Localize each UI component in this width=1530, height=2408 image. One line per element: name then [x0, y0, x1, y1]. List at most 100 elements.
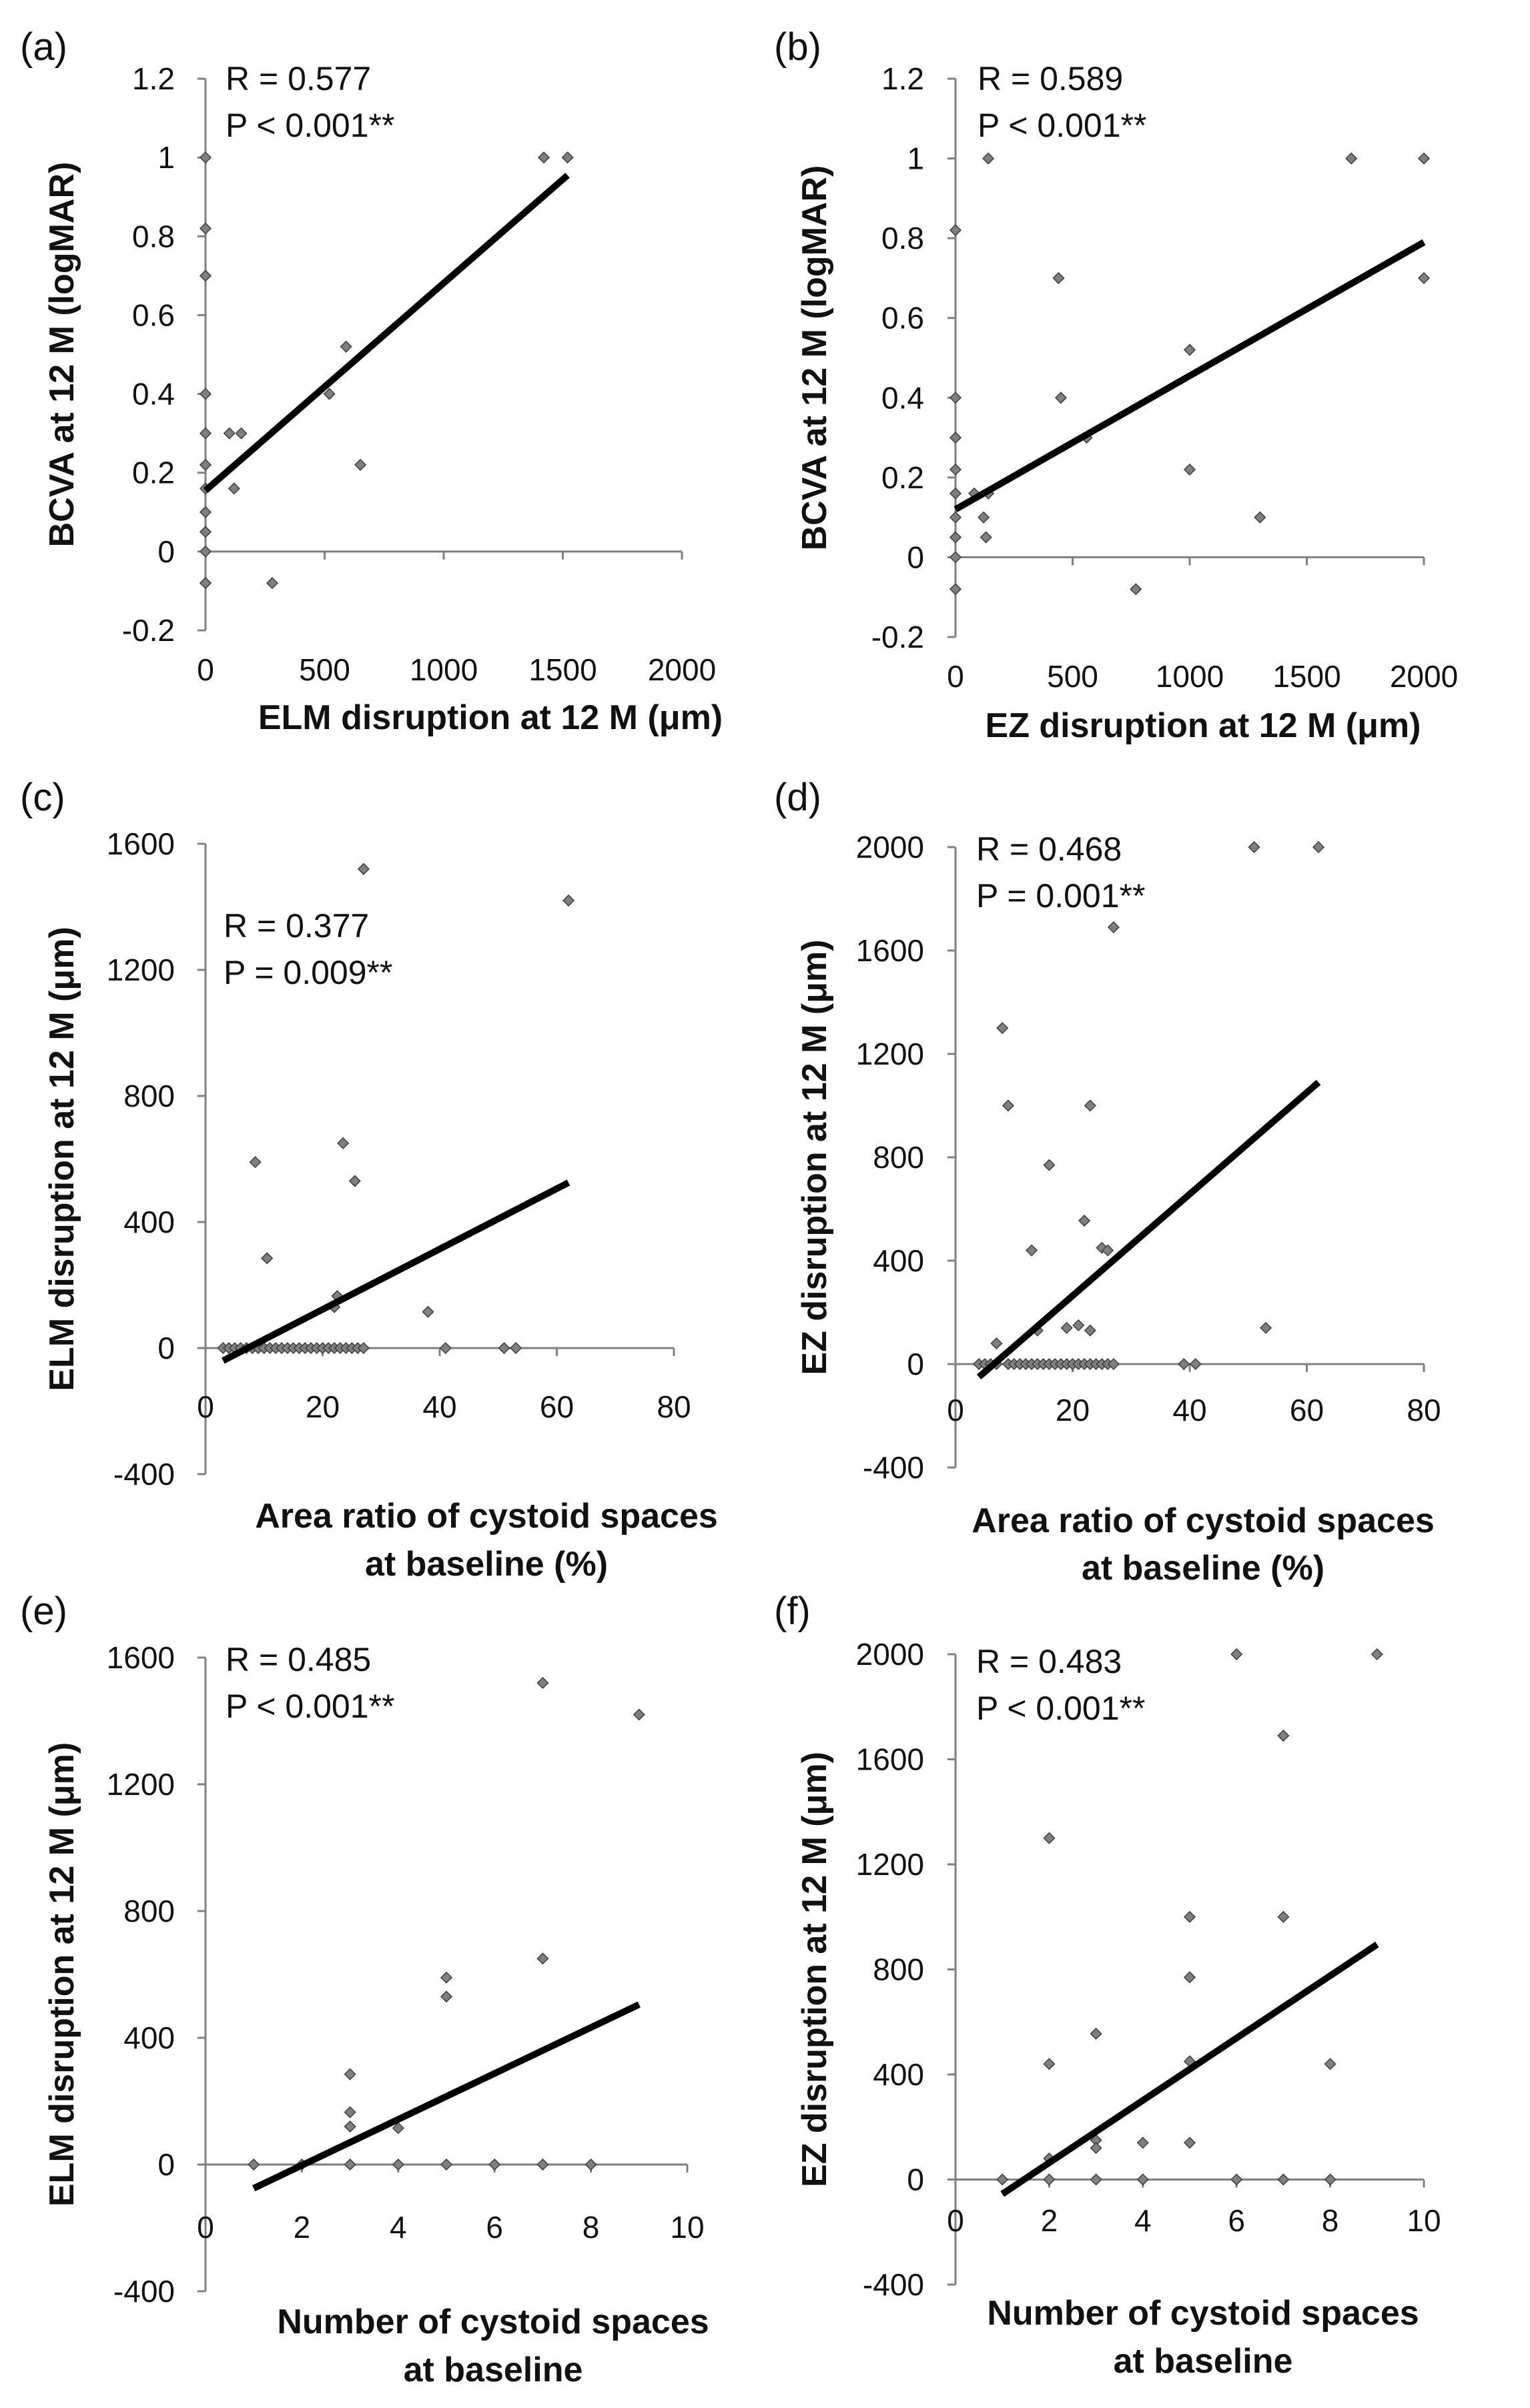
panel-f-x-tick-label: 6 [1228, 2203, 1245, 2238]
panel-d-data-point [1178, 1357, 1190, 1371]
panel-d-stat-p: P = 0.001** [976, 877, 1145, 915]
panel-f-data-point [1043, 2173, 1056, 2186]
panel-d-y-tick-label: 1200 [856, 1037, 924, 1071]
panel-a-x-tick-label: 1500 [528, 652, 597, 687]
panel-a-y-tick-label: 0.6 [132, 297, 175, 332]
panel-e-x-tick-label: 8 [583, 2210, 600, 2245]
panel-b-data-point [982, 152, 995, 165]
panel-b-data-point [949, 487, 962, 500]
panel-d-y-tick-label: 2000 [856, 830, 924, 864]
panel-f-y-tick-label: 1200 [856, 1847, 924, 1882]
panel-d-data-point [1060, 1321, 1073, 1334]
panel-a-data-point [199, 506, 212, 518]
panel-c-data-point [439, 1341, 452, 1355]
panel-a-x-axis-title: ELM disruption at 12 M (μm) [258, 698, 723, 737]
panel-a-x-tick-label: 2000 [648, 652, 716, 687]
panel-c-data-point [357, 1341, 370, 1355]
panel-f-x-tick-label: 8 [1322, 2203, 1339, 2238]
panel-d-data-point [1096, 1241, 1108, 1254]
panel-a-y-tick-label: 0.2 [132, 456, 175, 490]
panel-d-data-point [1260, 1321, 1272, 1334]
panel-b-data-point [949, 392, 962, 404]
panel-c-y-tick-label: 400 [123, 1205, 175, 1239]
panel-c-y-tick-label: 1200 [107, 953, 175, 987]
panel-c-letter: (c) [20, 776, 65, 819]
panel-d-data-point [1312, 840, 1325, 854]
panel-e-data-point [344, 2158, 356, 2171]
panel-a-stat-p: P < 0.001** [226, 107, 394, 144]
panel-b-letter: (b) [774, 25, 821, 69]
panel-a-data-point [223, 427, 236, 440]
panel-d-x-tick-label: 60 [1290, 1393, 1324, 1427]
panel-b-data-point [949, 583, 962, 596]
panel-d-data-point [1084, 1099, 1096, 1112]
panel-b-data-point [1345, 152, 1358, 165]
panel-a-x-tick-label: 0 [197, 652, 214, 687]
panel-f-data-point [1043, 2058, 1056, 2070]
panel-f-x-tick-label: 10 [1407, 2203, 1441, 2238]
panel-c-x-tick-label: 0 [197, 1389, 214, 1424]
panel-c-data-point [498, 1341, 510, 1355]
panel-f-data-point [1183, 2137, 1196, 2149]
panel-f-x-tick-label: 2 [1041, 2203, 1058, 2238]
panel-a-data-point [199, 151, 212, 164]
panel-c-x-axis-title-line1: Area ratio of cystoid spaces [255, 1497, 718, 1536]
panel-c-data-point [348, 1175, 361, 1187]
panel-f-data-point [1183, 1910, 1196, 1923]
panel-b-data-point [1183, 344, 1196, 356]
panel-f-x-tick-label: 0 [947, 2203, 964, 2238]
panel-b-x-tick-label: 1500 [1272, 659, 1341, 694]
panel-b-y-tick-label: 0.6 [881, 301, 924, 336]
panel-d-x-tick-label: 20 [1056, 1393, 1090, 1427]
panel-a-y-tick-label: 0.8 [132, 219, 175, 253]
panel-c: (c) 0 20 40 60 80 -400 0 400 800 1200 1600 ELM disru… [20, 776, 718, 1584]
panel-e-data-point [633, 1708, 645, 1721]
panel-b-data-point [1417, 271, 1431, 284]
panel-e-x-tick-label: 4 [390, 2210, 407, 2245]
panel-e-data-point [488, 2158, 501, 2171]
panel-e-trend-line [252, 2001, 641, 2192]
panel-f-data-point [1230, 2173, 1243, 2186]
panel-d-data-point [1043, 1159, 1056, 1171]
panel-b-y-axis-title: BCVA at 12 M (logMAR) [795, 165, 834, 551]
panel-c-stat-p: P = 0.009** [224, 954, 392, 991]
panel-b-stat-r: R = 0.589 [978, 60, 1123, 97]
panel-b-data-point [978, 511, 990, 524]
panel-a-y-tick-label: -0.2 [122, 613, 175, 648]
panel-b-data-point [949, 224, 962, 237]
panel-e-data-point [585, 2158, 597, 2171]
panel-c-x-tick-label: 20 [306, 1389, 340, 1424]
panel-d-x-tick-label: 0 [947, 1393, 964, 1427]
panel-c-x-tick-label: 40 [422, 1389, 456, 1424]
panel-e-letter: (e) [20, 1590, 67, 1633]
panel-b-data-point [949, 531, 962, 544]
panel-d: (d) 0 20 40 60 80 -400 0 400 800 1200 1600 2000 EZ di… [774, 776, 1441, 1588]
panel-c-y-tick-label: -400 [113, 1457, 175, 1491]
panel-e-y-axis-title: ELM disruption at 12 M (μm) [43, 1742, 81, 2207]
panel-b-data-point [980, 531, 992, 544]
panel-a-data-point [199, 458, 212, 471]
panel-b-data-point [1254, 511, 1266, 524]
panel-f-trend-line [1000, 1941, 1379, 2197]
panel-a-data-point [228, 482, 240, 495]
panel-c-trend-line [222, 1179, 570, 1364]
panel-f-data-point [1324, 2173, 1336, 2186]
panel-b-y-tick-label: 0.4 [881, 380, 924, 415]
panel-c-data-point [562, 894, 575, 907]
panel-b-data-point [949, 551, 962, 564]
panel-f-data-point [1090, 2142, 1102, 2155]
panel-f-data-point [1136, 2137, 1149, 2149]
panel-d-data-point [1072, 1319, 1085, 1331]
panel-b-x-tick-label: 0 [947, 659, 964, 694]
panel-b-data-point [949, 463, 962, 476]
panel-e-data-point [392, 2158, 404, 2171]
panel-b-data-point [1130, 583, 1142, 596]
panel-a-y-tick-label: 0.4 [132, 377, 175, 412]
panel-b-data-point [949, 432, 962, 444]
panel-d-x-axis-title-line2: at baseline (%) [1082, 1549, 1324, 1588]
panel-a-x-tick-label: 500 [299, 652, 350, 687]
panel-e-y-tick-label: 1600 [107, 1640, 175, 1675]
panel-e-y-tick-label: 800 [123, 1894, 175, 1928]
panel-a-data-point [199, 577, 212, 590]
